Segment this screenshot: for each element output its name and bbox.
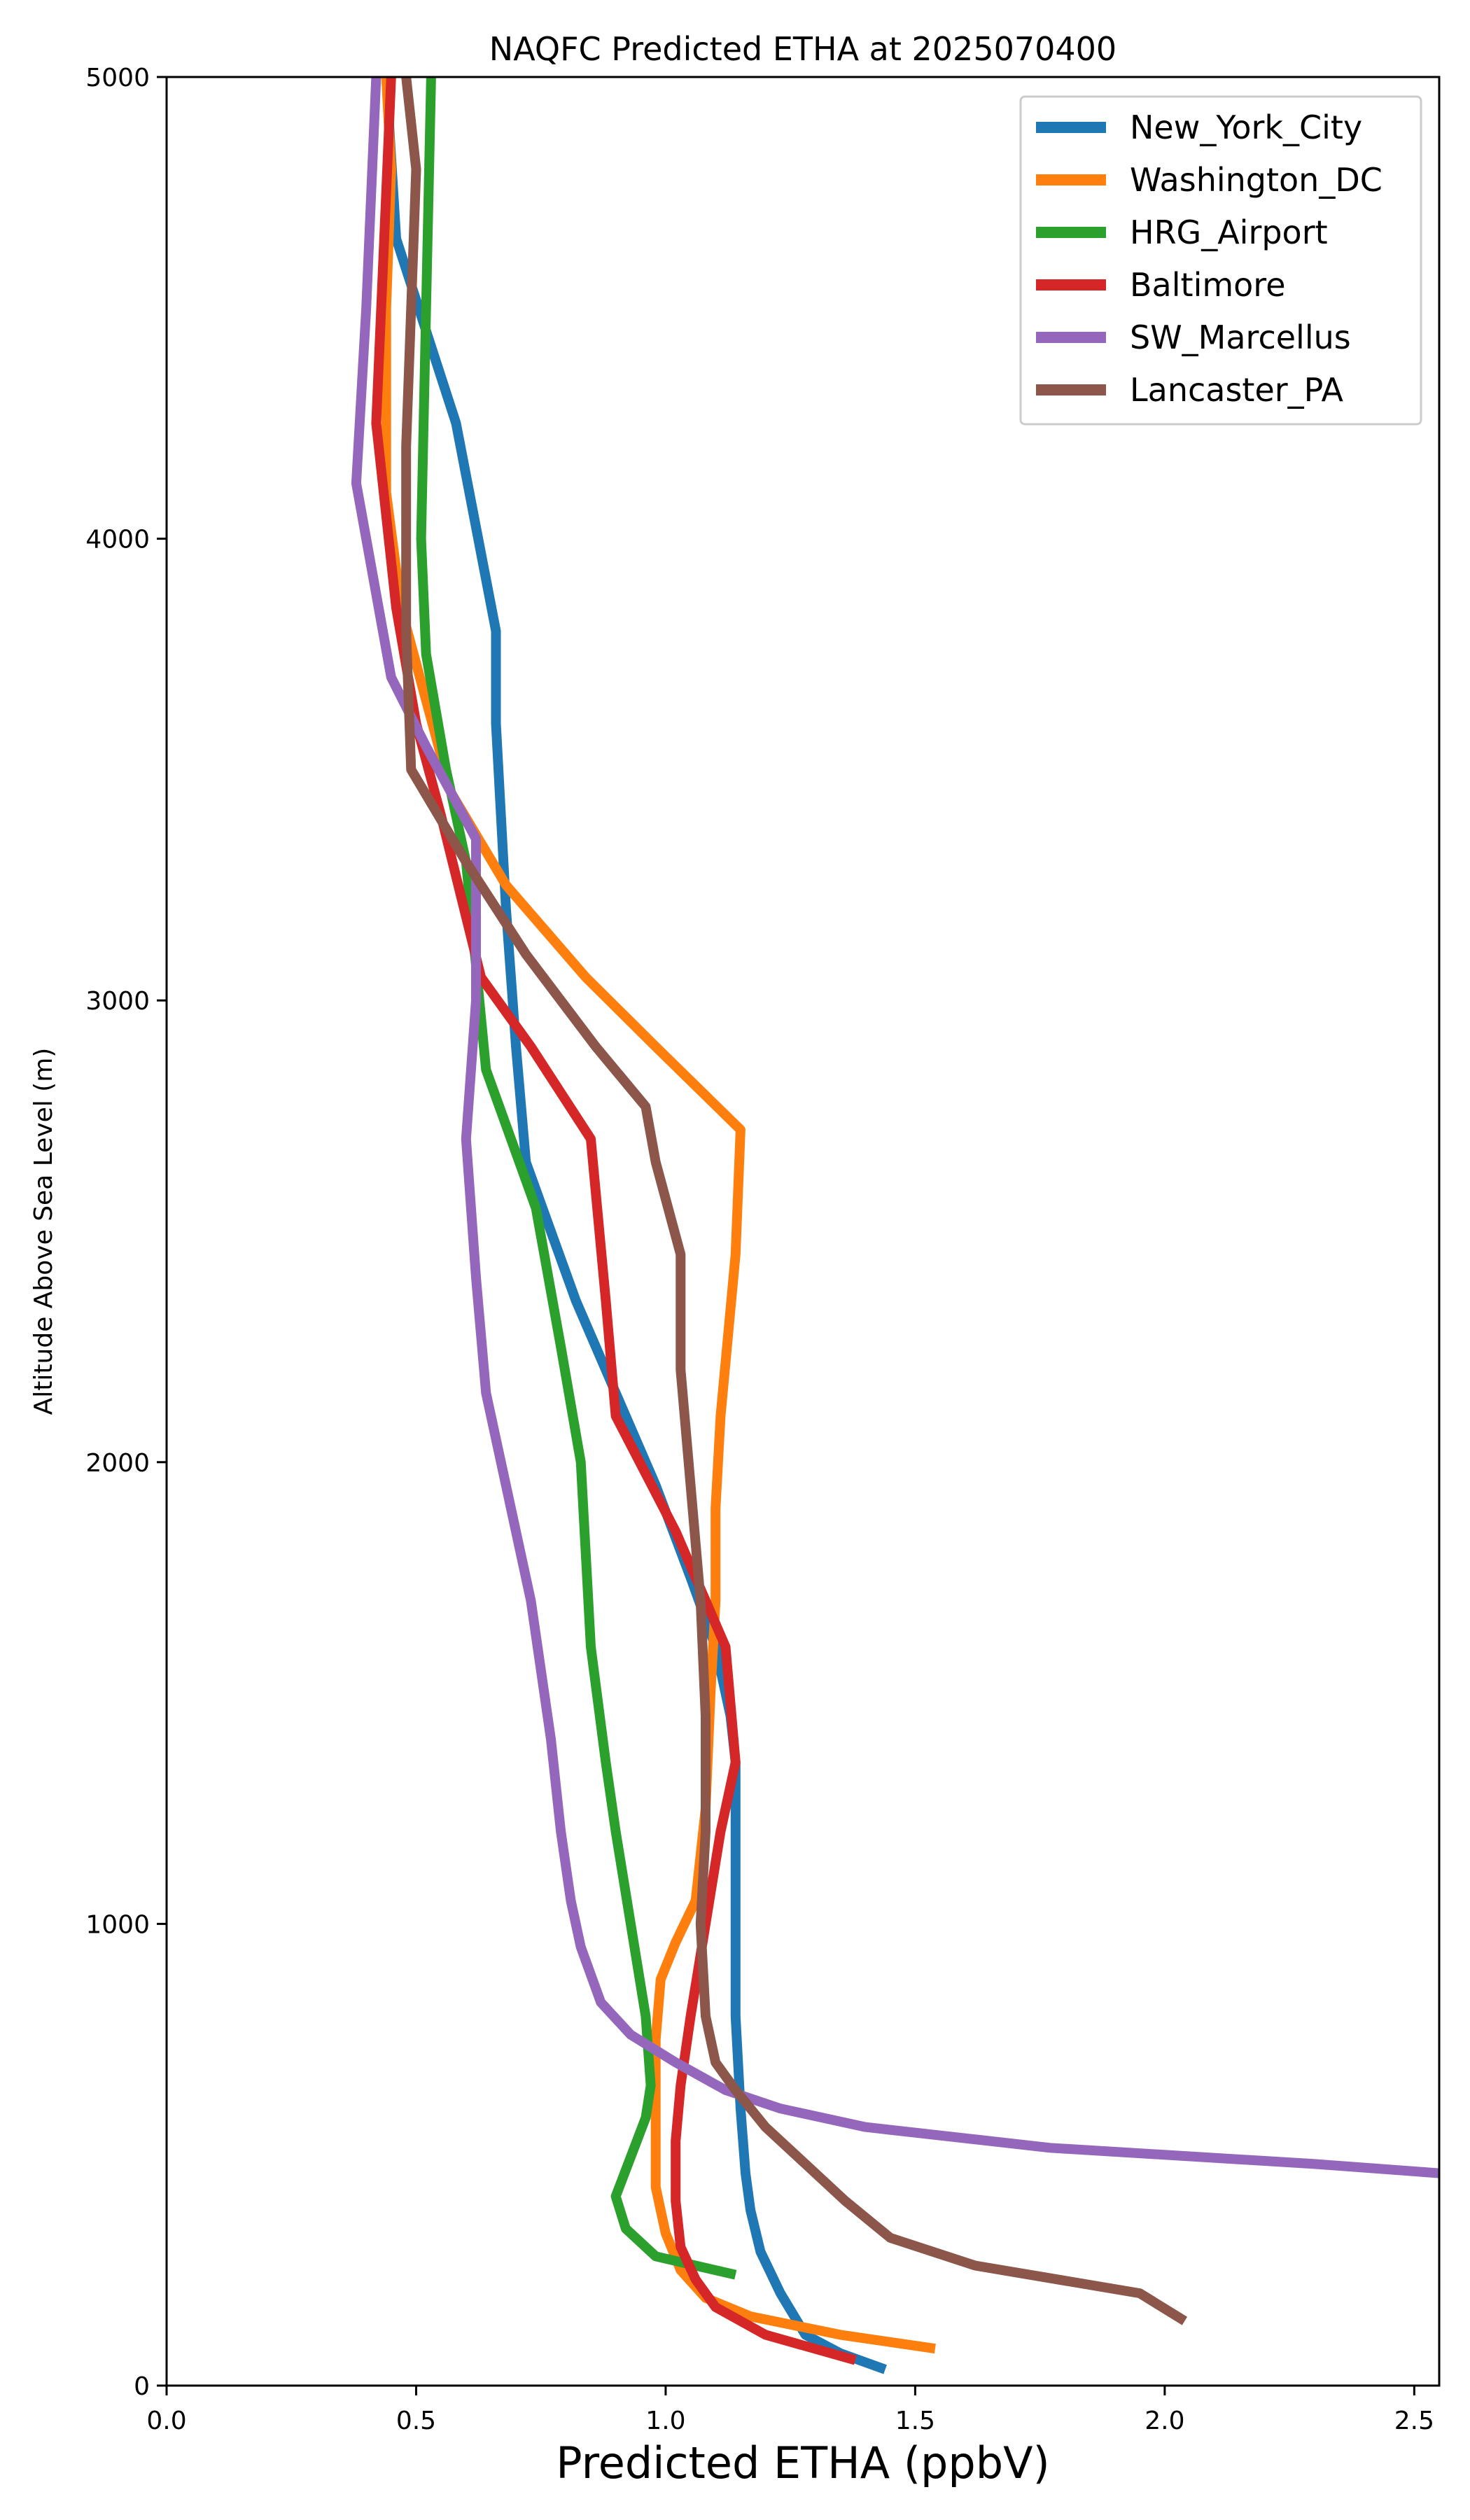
legend-box: [1019, 95, 1422, 426]
legend-label: SW_Marcellus: [1130, 318, 1351, 356]
legend-label: New_York_City: [1130, 108, 1362, 146]
legend: New_York_City Washington_DC HRG_Airport Bal…: [1019, 95, 1422, 426]
legend-label: Lancaster_PA: [1130, 371, 1343, 409]
legend-label: Baltimore: [1130, 266, 1286, 304]
y-tick-label: 5000: [85, 64, 150, 92]
plot-area: [351, 77, 1439, 2374]
x-tick-label: 0.5: [396, 2407, 436, 2435]
x-tick-label: 1.5: [895, 2407, 935, 2435]
x-axis-label: Predicted ETHA (ppbV): [556, 2437, 1049, 2488]
legend-label: HRG_Airport: [1130, 214, 1328, 251]
x-tick-label: 2.5: [1394, 2407, 1434, 2435]
legend-label: Washington_DC: [1130, 161, 1382, 199]
y-tick-label: 2000: [85, 1449, 150, 1478]
y-tick-label: 1000: [85, 1910, 150, 1939]
y-tick-label: 4000: [85, 526, 150, 554]
series-line-washington-dc: [381, 77, 936, 2354]
series-line-new-york-city: [381, 77, 887, 2374]
y-tick-label: 3000: [85, 987, 150, 1016]
x-tick-label: 2.0: [1144, 2407, 1184, 2435]
axis-ticks: 0.0 0.5 1.0 1.5 2.0 2.5 0 1000 2000 3000 4000 5000: [85, 64, 1434, 2435]
y-axis-label: Altitude Above Sea Level (m): [29, 1048, 58, 1415]
y-tick-label: 0: [134, 2372, 150, 2401]
x-tick-label: 0.0: [146, 2407, 186, 2435]
axes-frame: [165, 76, 1441, 2387]
series-line-lancaster-pa: [401, 77, 1188, 2325]
x-tick-label: 1.0: [645, 2407, 685, 2435]
chart-title: NAQFC Predicted ETHA at 2025070400: [489, 30, 1116, 68]
series-line-sw-marcellus: [351, 77, 1439, 2178]
series-line-hrg-airport: [416, 77, 737, 2280]
